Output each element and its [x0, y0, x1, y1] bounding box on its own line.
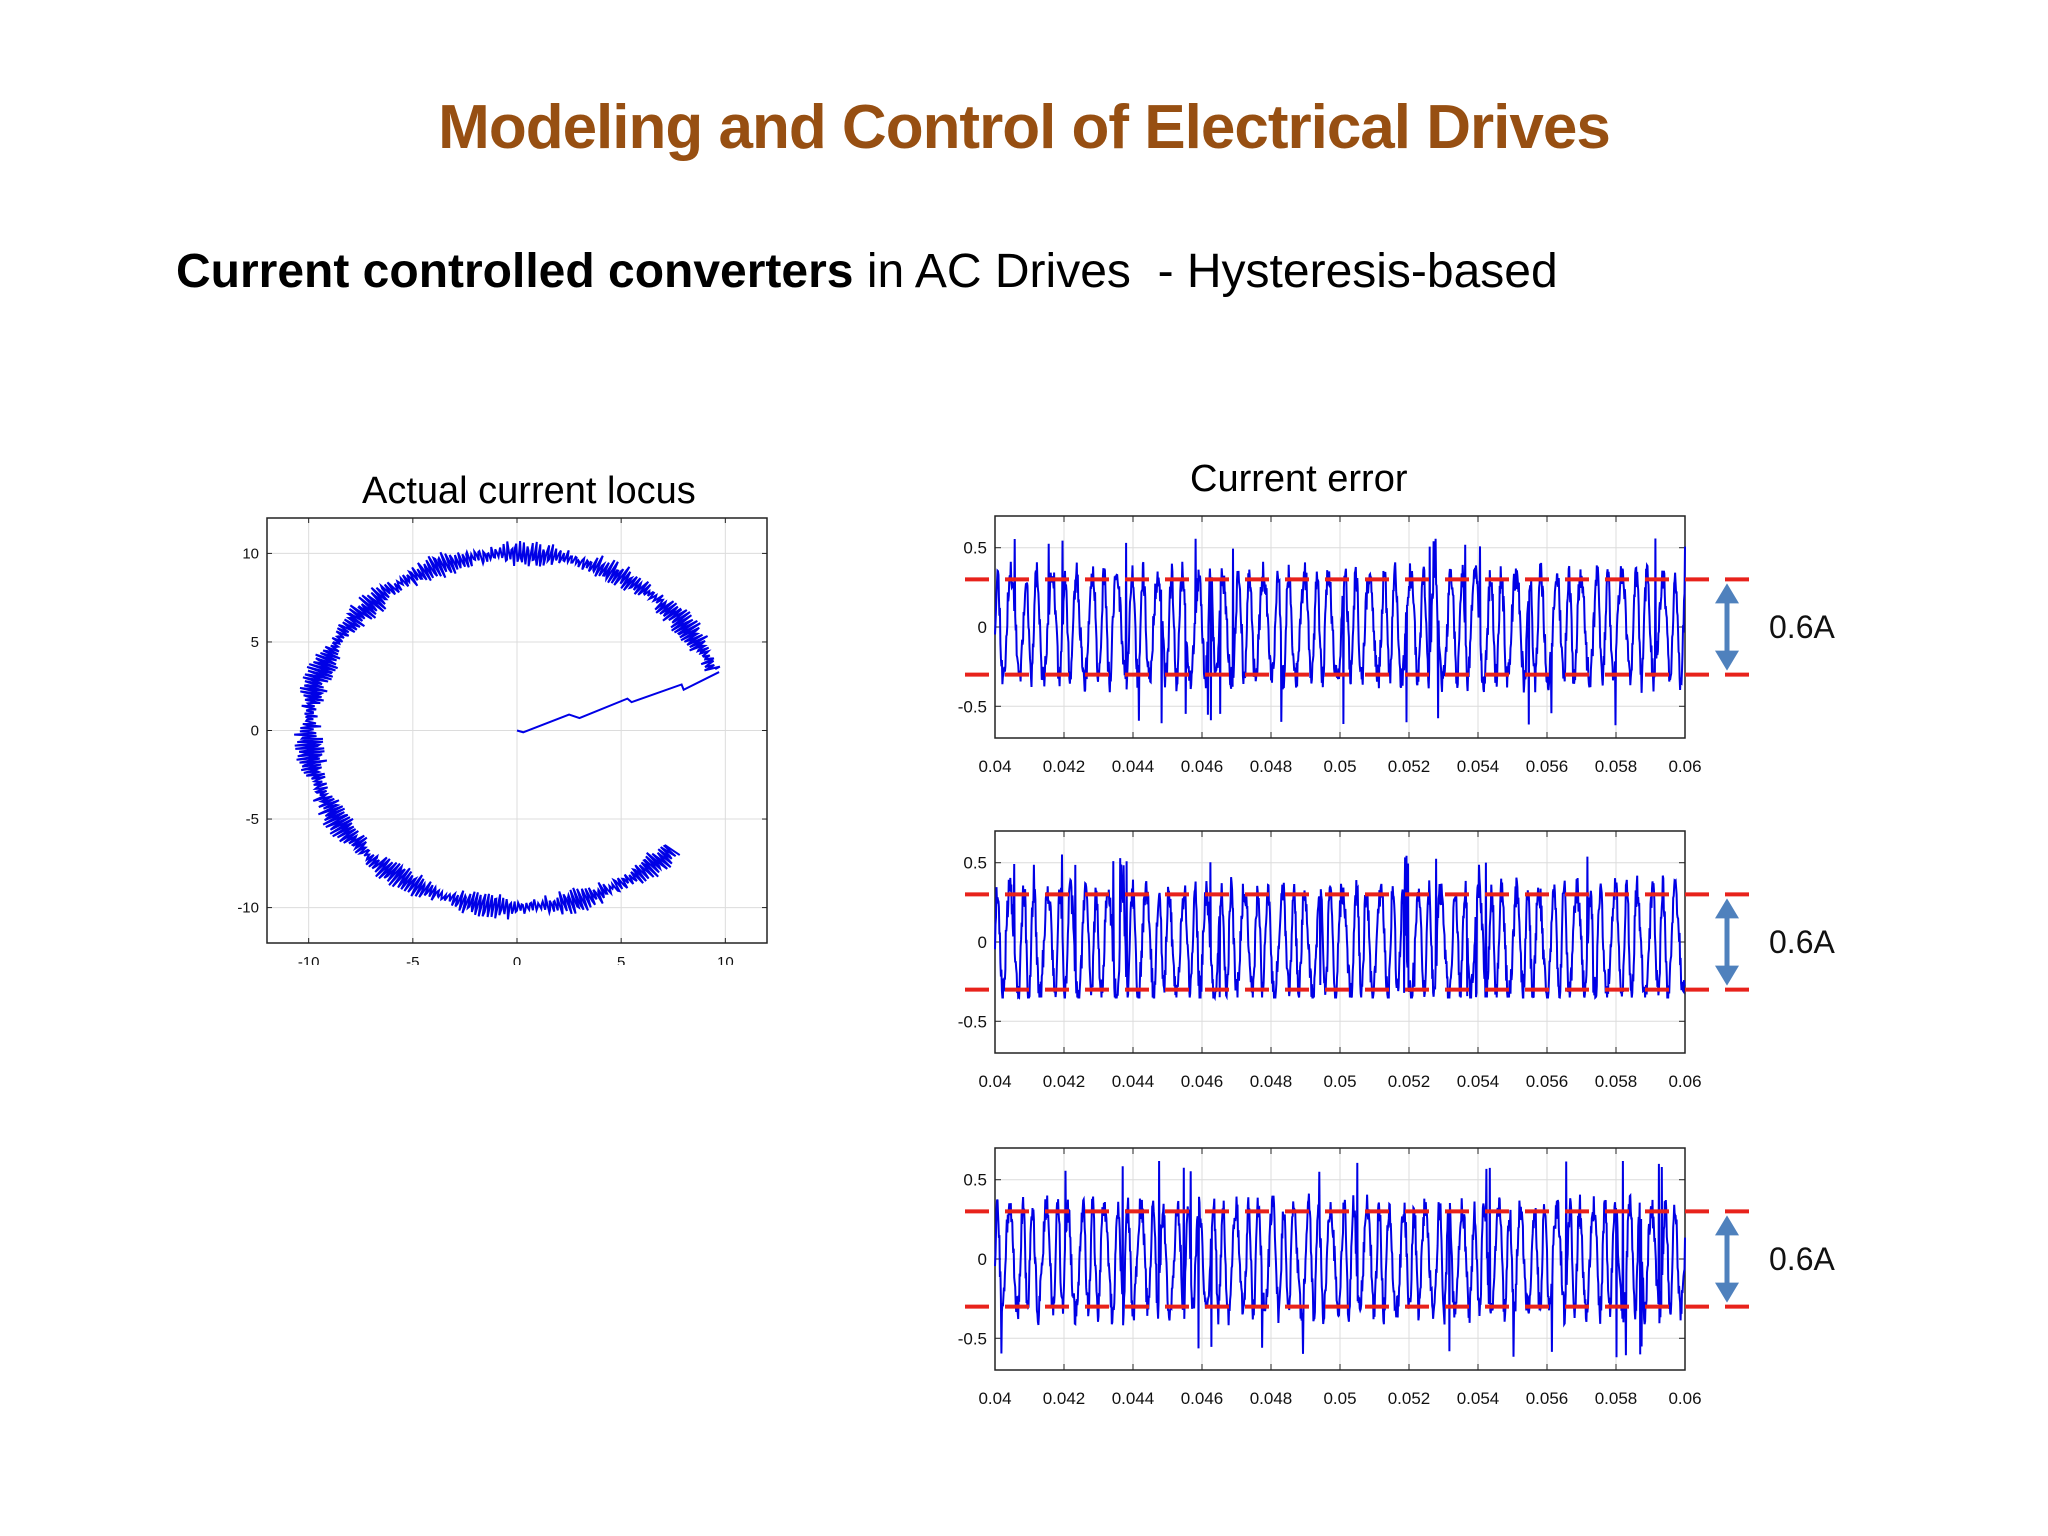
y-tick-label: -5	[246, 811, 259, 828]
y-tick-label: -10	[237, 900, 259, 917]
x-tick-label: 0.054	[1457, 757, 1500, 776]
x-tick-label: 0.046	[1181, 1389, 1224, 1408]
band-arrow-down-icon	[1715, 965, 1739, 986]
x-tick-label: -5	[406, 954, 419, 965]
locus-trace	[294, 541, 721, 920]
current-error-trace	[994, 854, 1686, 1002]
band-label: 0.6A	[1769, 1241, 1835, 1277]
error-chart-title: Current error	[1190, 458, 1408, 500]
x-tick-label: 0.052	[1388, 1072, 1431, 1091]
x-tick-label: 0.04	[978, 1389, 1011, 1408]
y-tick-label: -0.5	[958, 1329, 987, 1348]
x-tick-label: 0	[513, 954, 521, 965]
current-error-trace	[994, 538, 1686, 726]
x-tick-label: 0.058	[1595, 1072, 1638, 1091]
band-label: 0.6A	[1769, 924, 1835, 960]
band-label: 0.6A	[1769, 609, 1835, 645]
y-tick-label: 0.5	[963, 539, 987, 558]
band-arrow-up-icon	[1715, 1215, 1739, 1236]
x-tick-label: 0.05	[1323, 757, 1356, 776]
x-tick-label: 0.042	[1043, 1389, 1086, 1408]
x-tick-label: 0.04	[978, 1072, 1011, 1091]
error-chart-2: 0.04 0.042 0.044 0.046 0.048 0.05 0.052 0.054 0.…	[958, 830, 1835, 1091]
current-error-trace	[994, 1160, 1686, 1358]
x-tick-label: 0.06	[1668, 1389, 1701, 1408]
x-tick-label: 5	[617, 954, 625, 965]
y-tick-label: -0.5	[958, 1012, 987, 1031]
x-tick-label: 0.052	[1388, 1389, 1431, 1408]
error-chart-1: 0.04 0.042 0.044 0.046 0.048 0.05 0.052 0.054 0.…	[958, 515, 1835, 776]
x-tick-label: 0.048	[1250, 1072, 1293, 1091]
x-tick-label: 0.042	[1043, 1072, 1086, 1091]
band-arrow-down-icon	[1715, 1282, 1739, 1303]
x-tick-label: 0.044	[1112, 1072, 1155, 1091]
band-arrow-up-icon	[1715, 898, 1739, 919]
x-tick-label: 0.058	[1595, 1389, 1638, 1408]
y-tick-label: 0	[978, 618, 987, 637]
subtitle-rest: in AC Drives - Hysteresis-based	[853, 245, 1558, 298]
x-tick-label: 0.056	[1526, 1072, 1569, 1091]
y-tick-label: 0.5	[963, 1171, 987, 1190]
locus-chart-title: Actual current locus	[362, 470, 696, 512]
slide-subtitle: Current controlled converters in AC Driv…	[176, 244, 1558, 299]
x-tick-label: 0.054	[1457, 1072, 1500, 1091]
x-tick-label: 0.06	[1668, 757, 1701, 776]
subtitle-bold: Current controlled converters	[176, 245, 854, 298]
x-tick-label: 0.042	[1043, 757, 1086, 776]
x-tick-label: -10	[298, 954, 320, 965]
y-tick-label: 0	[251, 723, 259, 740]
x-tick-label: 0.058	[1595, 757, 1638, 776]
locus-startup-trace	[516, 671, 720, 734]
x-tick-label: 10	[717, 954, 734, 965]
y-tick-label: -0.5	[958, 697, 987, 716]
x-tick-label: 0.05	[1323, 1072, 1356, 1091]
x-tick-label: 0.046	[1181, 757, 1224, 776]
x-tick-label: 0.044	[1112, 757, 1155, 776]
x-tick-label: 0.06	[1668, 1072, 1701, 1091]
slide-title: Modeling and Control of Electrical Drive…	[438, 93, 1611, 162]
x-tick-label: 0.05	[1323, 1389, 1356, 1408]
x-tick-label: 0.048	[1250, 1389, 1293, 1408]
band-arrow-up-icon	[1715, 583, 1739, 604]
y-tick-label: 10	[242, 545, 259, 562]
y-tick-label: 0	[978, 933, 987, 952]
x-tick-label: 0.052	[1388, 757, 1431, 776]
x-tick-label: 0.056	[1526, 1389, 1569, 1408]
y-tick-label: 0.5	[963, 854, 987, 873]
x-tick-label: 0.056	[1526, 757, 1569, 776]
x-tick-label: 0.04	[978, 757, 1011, 776]
y-tick-label: 5	[251, 634, 259, 651]
x-tick-label: 0.048	[1250, 757, 1293, 776]
x-tick-label: 0.054	[1457, 1389, 1500, 1408]
x-tick-label: 0.044	[1112, 1389, 1155, 1408]
y-tick-label: 0	[978, 1250, 987, 1269]
locus-chart: -10 -5 0 5 10 10 5 0 -5 -10	[237, 517, 768, 965]
band-arrow-down-icon	[1715, 650, 1739, 671]
error-chart-3: 0.04 0.042 0.044 0.046 0.048 0.05 0.052 0.054 0.…	[958, 1147, 1835, 1408]
x-tick-label: 0.046	[1181, 1072, 1224, 1091]
